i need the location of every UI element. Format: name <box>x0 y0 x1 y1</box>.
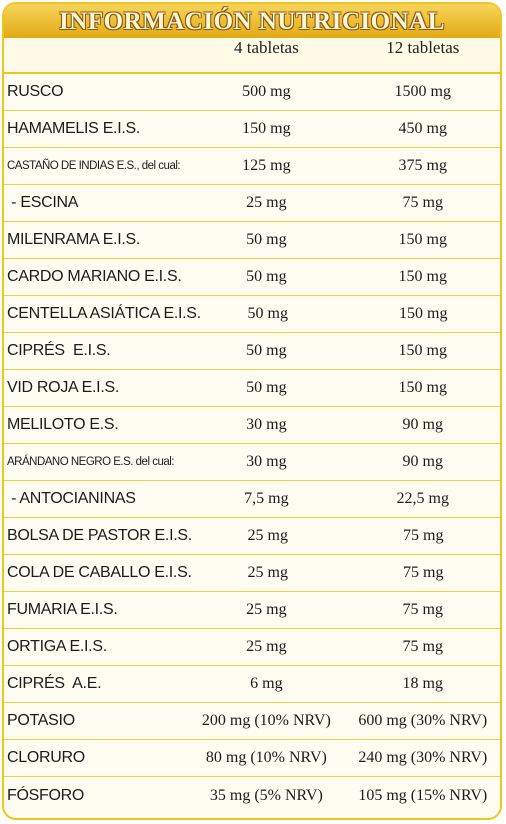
amount-4: 35 mg (5% NRV) <box>209 786 323 804</box>
table-row: RUSCO 500 mg 1500 mg <box>4 74 500 111</box>
ingredient: FÓSFORO <box>7 786 85 804</box>
amount-12: 75 mg <box>402 194 443 211</box>
ingredient: BOLSA DE PASTOR E.I.S. <box>7 527 192 544</box>
amount-4: 6 mg <box>250 675 283 692</box>
table-row: CLORURO 80 mg (10% NRV) 240 mg (30% NRV) <box>4 740 500 777</box>
amount-12: 75 mg <box>402 638 443 655</box>
table-row: CIPRÉS A.E. 6 mg 18 mg <box>4 666 500 703</box>
amount-12: 150 mg <box>398 379 447 396</box>
table-row: POTASIO 200 mg (10% NRV) 600 mg (30% NRV) <box>4 703 500 740</box>
ingredient: COLA DE CABALLO E.I.S. <box>7 564 192 581</box>
column-header: 4 tabletas <box>234 38 299 57</box>
ingredient: CASTAÑO DE INDIAS E.S., del cual: <box>7 160 181 172</box>
table-row: VID ROJA E.I.S. 50 mg 150 mg <box>4 370 500 407</box>
ingredient: - ESCINA <box>7 194 79 211</box>
column-headers: 4 tabletas 12 tabletas <box>4 38 500 74</box>
table-row: ARÁNDANO NEGRO E.S. del cual: 30 mg 90 mg <box>4 444 500 481</box>
table-row: COLA DE CABALLO E.I.S. 25 mg 75 mg <box>4 555 500 592</box>
table-row: BOLSA DE PASTOR E.I.S. 25 mg 75 mg <box>4 518 500 555</box>
ingredient: CIPRÉS A.E. <box>7 675 102 692</box>
amount-12: 90 mg <box>402 416 443 433</box>
ingredient: MELILOTO E.S. <box>7 416 119 433</box>
table-row: - ANTOCIANINAS 7,5 mg 22,5 mg <box>4 481 500 518</box>
ingredient: - ANTOCIANINAS <box>7 490 136 507</box>
amount-12: 75 mg <box>402 601 443 618</box>
amount-12: 75 mg <box>403 564 444 581</box>
amount-4: 150 mg <box>242 120 291 137</box>
amount-4: 500 mg <box>242 83 291 100</box>
ingredient: VID ROJA E.I.S. <box>7 379 119 396</box>
table-row: ORTIGA E.I.S. 25 mg 75 mg <box>4 629 500 666</box>
amount-4: 50 mg <box>246 231 287 248</box>
table-row: CIPRÉS E.I.S. 50 mg 150 mg <box>4 333 500 370</box>
amount-12: 150 mg <box>398 231 447 248</box>
ingredient: ORTIGA E.I.S. <box>7 638 107 655</box>
table-row: HAMAMELIS E.I.S. 150 mg 450 mg <box>4 111 500 148</box>
ingredient: CARDO MARIANO E.I.S. <box>7 268 182 285</box>
table-row: FÓSFORO 35 mg (5% NRV) 105 mg (15% NRV) <box>4 777 500 814</box>
table-row: CASTAÑO DE INDIAS E.S., del cual: 125 mg 3… <box>4 148 500 185</box>
ingredient: ARÁNDANO NEGRO E.S. del cual: <box>7 456 175 468</box>
ingredient: CIPRÉS E.I.S. <box>7 342 111 359</box>
amount-4: 25 mg <box>246 194 287 211</box>
amount-12: 90 mg <box>402 453 443 470</box>
amount-4: 7,5 mg <box>244 490 289 507</box>
amount-4: 50 mg <box>246 379 287 396</box>
amount-4: 50 mg <box>247 305 288 322</box>
ingredient: RUSCO <box>7 83 64 100</box>
amount-12: 450 mg <box>398 120 447 137</box>
amount-12: 150 mg <box>398 268 447 285</box>
table-row: FUMARIA E.I.S. 25 mg 75 mg <box>4 592 500 629</box>
ingredient: CLORURO <box>7 749 85 766</box>
table-row: CENTELLA ASIÁTICA E.I.S. 50 mg 150 mg <box>4 296 500 333</box>
amount-4: 30 mg <box>246 453 287 470</box>
amount-4: 25 mg <box>246 601 287 618</box>
amount-4: 125 mg <box>242 157 291 174</box>
amount-4: 25 mg <box>246 638 287 655</box>
amount-4: 25 mg <box>247 564 288 581</box>
amount-12: 75 mg <box>403 527 444 544</box>
table-row: MELILOTO E.S. 30 mg 90 mg <box>4 407 500 444</box>
table-row: - ESCINA 25 mg 75 mg <box>4 185 500 222</box>
ingredient: CENTELLA ASIÁTICA E.I.S. <box>7 305 201 322</box>
amount-4: 30 mg <box>246 416 287 433</box>
amount-4: 200 mg (10% NRV) <box>201 712 331 729</box>
amount-12: 1500 mg <box>394 83 451 100</box>
amount-4: 50 mg <box>246 342 287 359</box>
amount-4: 50 mg <box>246 268 287 285</box>
column-header: 12 tabletas <box>386 38 460 57</box>
ingredient: FUMARIA E.I.S. <box>7 601 118 618</box>
amount-12: 150 mg <box>399 305 448 322</box>
table-body: RUSCO 500 mg 1500 mg HAMAMELIS E.I.S. 150 mg… <box>4 74 500 814</box>
amount-4: 80 mg (10% NRV) <box>205 749 327 766</box>
amount-12: 375 mg <box>398 157 447 174</box>
amount-12: 18 mg <box>402 675 443 692</box>
table-row: MILENRAMA E.I.S. 50 mg 150 mg <box>4 222 500 259</box>
ingredient: POTASIO <box>7 712 75 729</box>
amount-4: 25 mg <box>247 527 288 544</box>
amount-12: 105 mg (15% NRV) <box>358 786 488 804</box>
amount-12: 22,5 mg <box>396 490 449 507</box>
ingredient: HAMAMELIS E.I.S. <box>7 120 141 137</box>
table-row: CARDO MARIANO E.I.S. 50 mg 150 mg <box>4 259 500 296</box>
table-title: INFORMACIÓN NUTRICIONAL <box>4 4 500 38</box>
amount-12: 600 mg (30% NRV) <box>358 712 488 729</box>
amount-12: 240 mg (30% NRV) <box>358 749 488 766</box>
blank-header <box>4 38 187 72</box>
ingredient: MILENRAMA E.I.S. <box>7 231 141 248</box>
amount-12: 150 mg <box>398 342 447 359</box>
